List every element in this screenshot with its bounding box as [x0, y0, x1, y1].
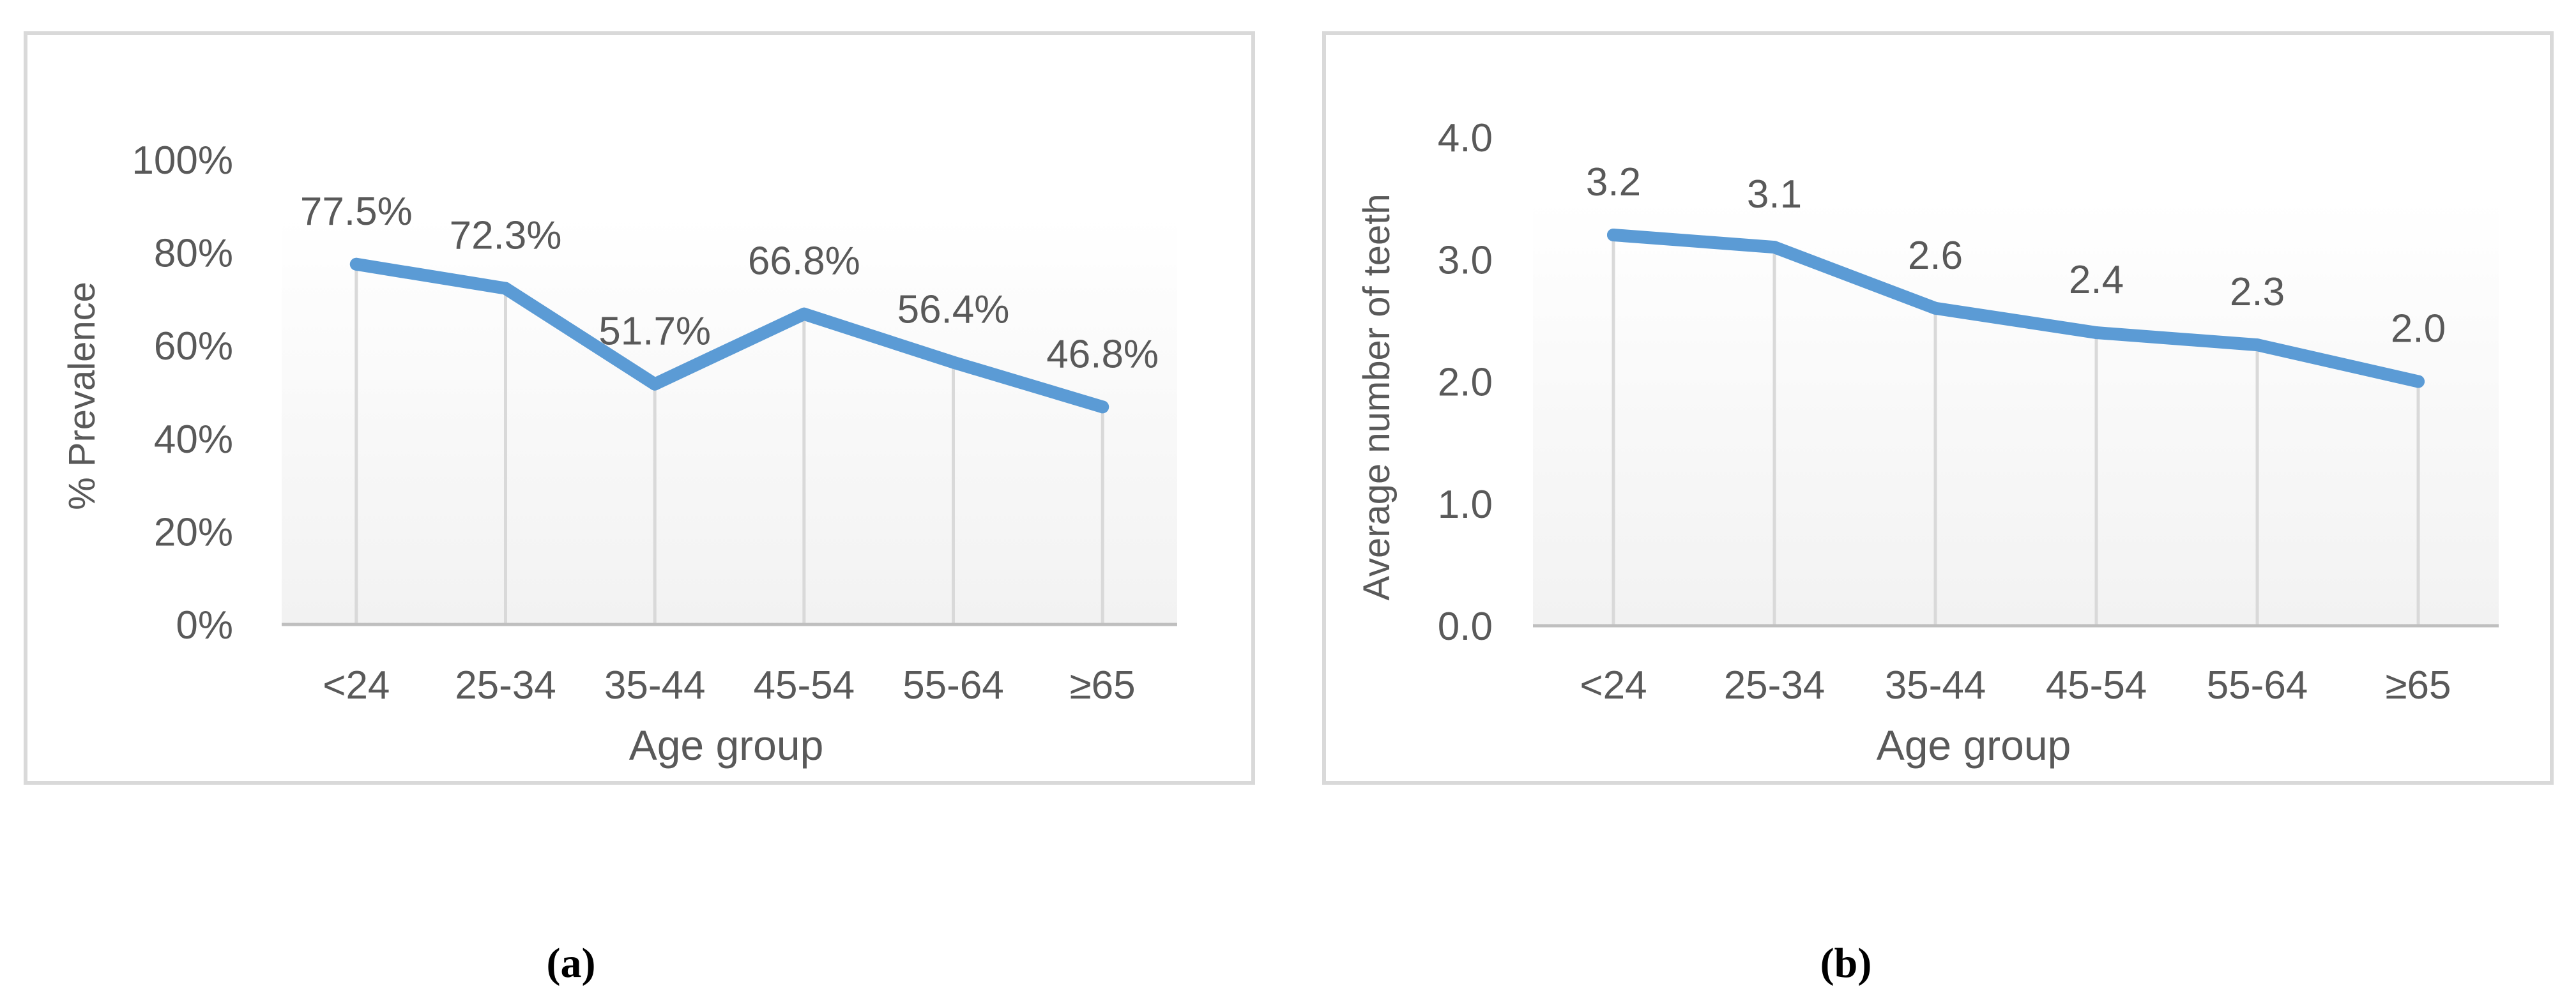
chart-b-y-tick-label: 0.0: [1438, 605, 1493, 649]
chart-a-data-label: 51.7%: [598, 310, 711, 354]
chart-a-y-tick-label: 20%: [154, 510, 233, 554]
chart-b-y-tick-label: 3.0: [1438, 238, 1493, 282]
chart-a-x-axis-label: Age group: [629, 722, 824, 769]
chart-a-data-label: 46.8%: [1046, 332, 1159, 376]
chart-b-data-label: 3.1: [1747, 172, 1802, 216]
chart-b-x-tick-label: 35-44: [1885, 663, 1986, 707]
chart-a-data-label: 72.3%: [450, 214, 562, 258]
chart-b-teeth: 0.0 1.0 2.0 3.0 4.0 <24 25-34 35-44 45-54 55-64 ≥…: [1322, 31, 2554, 987]
chart-a-x-tick-label: ≥65: [1070, 663, 1136, 707]
chart-b-data-point: [1929, 301, 1942, 315]
chart-a-y-tick-label: 40%: [154, 418, 233, 462]
chart-b-x-tick-label: 55-64: [2207, 663, 2308, 707]
panel-label-b: (b): [1820, 940, 1872, 987]
chart-b-y-tick-label: 2.0: [1438, 361, 1493, 405]
panel-label-a: (a): [547, 940, 596, 987]
chart-a-x-tick-label: 55-64: [903, 663, 1004, 707]
chart-b-data-label: 3.2: [1586, 160, 1641, 204]
chart-b-data-point: [2090, 326, 2103, 339]
chart-b-drop-lines: [1612, 235, 2420, 626]
chart-a-plot-area: [282, 216, 1177, 624]
chart-a-drop-lines: [354, 264, 1104, 624]
chart-a-y-tick-label: 60%: [154, 324, 233, 368]
chart-a-data-point: [499, 282, 512, 295]
chart-a-points: [349, 257, 1109, 414]
chart-b-data-point: [2251, 338, 2264, 352]
chart-a-x-tick-label: 25-34: [455, 663, 556, 707]
chart-b-x-tick-label: 25-34: [1724, 663, 1825, 707]
chart-b-data-point: [1607, 229, 1620, 241]
chart-b-x-axis-label: Age group: [1877, 722, 2071, 769]
chart-a-data-point: [349, 257, 363, 271]
chart-b-data-labels: 3.2 3.1 2.6 2.4 2.3 2.0: [1586, 160, 2446, 351]
chart-a-x-tick-label: 45-54: [754, 663, 855, 707]
chart-b-y-tick-label: 1.0: [1438, 483, 1493, 527]
chart-a-x-tick-label: <24: [323, 663, 390, 707]
chart-b-data-label: 2.3: [2230, 270, 2285, 314]
chart-b-y-axis-label: Average number of teeth: [1356, 193, 1398, 600]
chart-b-data-label: 2.4: [2069, 258, 2124, 302]
chart-a-y-tick-label: 80%: [154, 232, 233, 276]
chart-b-x-tick-label: ≥65: [2386, 663, 2451, 707]
chart-b-data-label: 2.0: [2391, 307, 2446, 351]
chart-b-data-point: [2412, 375, 2425, 388]
chart-b-y-ticks: 0.0 1.0 2.0 3.0 4.0: [1438, 116, 1493, 649]
chart-a-data-labels: 77.5% 72.3% 51.7% 66.8% 56.4% 46.8%: [300, 190, 1159, 376]
chart-b-y-tick-label: 4.0: [1438, 116, 1493, 160]
chart-b-data-point: [1768, 241, 1781, 254]
chart-b-x-tick-label: <24: [1580, 663, 1647, 707]
chart-a-series-line: [349, 257, 1109, 414]
chart-b-x-ticks: <24 25-34 35-44 45-54 55-64 ≥65: [1580, 663, 2451, 707]
chart-b-data-label: 2.6: [1908, 234, 1963, 278]
chart-a-data-label: 66.8%: [748, 239, 860, 284]
chart-a-y-ticks: 0% 20% 40% 60% 80% 100%: [132, 139, 233, 647]
chart-a-data-point: [797, 307, 811, 321]
chart-b-x-tick-label: 45-54: [2046, 663, 2147, 707]
chart-b-plot-area: [1533, 199, 2499, 626]
chart-b-series-line: [1607, 229, 2425, 388]
chart-a-data-label: 77.5%: [300, 190, 413, 234]
chart-b-points: [1607, 229, 2425, 388]
chart-a-y-tick-label: 0%: [176, 603, 233, 647]
chart-a-data-point: [947, 356, 960, 369]
chart-a-x-ticks: <24 25-34 35-44 45-54 55-64 ≥65: [323, 663, 1135, 707]
chart-a-data-point: [648, 377, 662, 391]
chart-a-data-label: 56.4%: [897, 287, 1010, 331]
chart-a-prevalence: 0% 20% 40% 60% 80% 100% <24 25-34 35-44 45-54 55-…: [24, 31, 1255, 987]
chart-a-x-tick-label: 35-44: [604, 663, 706, 707]
chart-a-y-tick-label: 100%: [132, 139, 233, 183]
chart-a-data-point: [1096, 400, 1109, 414]
chart-a-y-axis-label: % Prevalence: [61, 282, 103, 510]
